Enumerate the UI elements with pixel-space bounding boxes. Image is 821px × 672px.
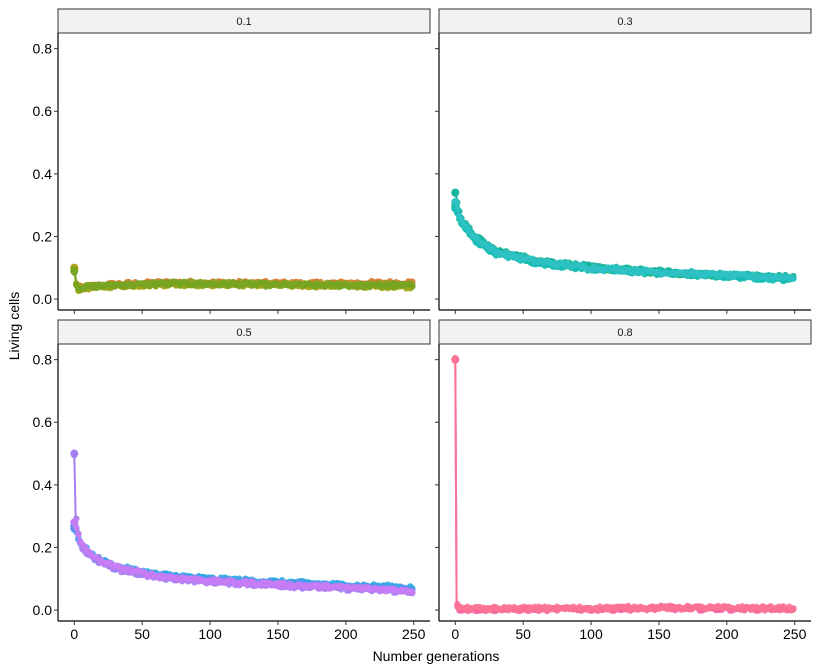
y-tick-label: 0.0 xyxy=(33,291,53,307)
facet-panel: 0.8 0 50 100 150 200 250 xyxy=(435,319,812,642)
facet-strip xyxy=(438,8,812,34)
facet-strip-label: 0.1 xyxy=(236,16,251,28)
series-line xyxy=(454,359,795,611)
start-point xyxy=(70,449,79,458)
y-tick-label: 0.8 xyxy=(33,352,53,368)
x-axis-title: Number generations xyxy=(373,648,500,664)
series-line xyxy=(454,201,795,279)
y-tick-label: 0.2 xyxy=(33,228,53,244)
series-line xyxy=(73,522,414,592)
x-tick-label: 0 xyxy=(70,626,78,642)
start-point xyxy=(451,355,460,364)
y-tick-label: 0.2 xyxy=(33,539,53,555)
y-tick-label: 0.6 xyxy=(33,414,53,430)
y-tick-label: 0.0 xyxy=(33,602,53,618)
x-tick-label: 150 xyxy=(647,626,671,642)
x-tick-label: 100 xyxy=(579,626,603,642)
series-line xyxy=(454,192,795,279)
facet-strip xyxy=(57,8,431,34)
start-point xyxy=(451,188,460,197)
panel-data xyxy=(451,354,797,615)
panel-data xyxy=(70,263,416,295)
x-tick-label: 200 xyxy=(715,626,739,642)
y-axis-title: Living cells xyxy=(6,292,22,360)
series-line xyxy=(454,359,795,610)
facet-panel: 0.1 0.0 0.2 0.4 0.6 0.8 xyxy=(33,8,431,314)
start-point xyxy=(70,266,79,275)
y-tick-label: 0.4 xyxy=(33,477,53,493)
x-tick-label: 250 xyxy=(402,626,426,642)
x-tick-label: 0 xyxy=(451,626,459,642)
y-tick-label: 0.6 xyxy=(33,103,53,119)
facet-strip xyxy=(57,319,431,345)
facet-strip-label: 0.8 xyxy=(617,327,632,339)
x-tick-label: 250 xyxy=(783,626,807,642)
panel-data xyxy=(451,188,797,285)
x-tick-label: 100 xyxy=(198,626,222,642)
x-tick-label: 200 xyxy=(334,626,358,642)
start-point xyxy=(70,518,79,527)
panels-layer: 0.10.00.20.40.60.80.30.50.00.20.40.60.80… xyxy=(33,8,812,642)
y-tick-label: 0.4 xyxy=(33,166,53,182)
x-tick-label: 50 xyxy=(134,626,150,642)
start-point xyxy=(451,198,460,207)
x-tick-label: 50 xyxy=(515,626,531,642)
facet-strip xyxy=(438,319,812,345)
facet-strip-label: 0.5 xyxy=(236,327,251,339)
x-tick-label: 150 xyxy=(266,626,290,642)
y-tick-label: 0.8 xyxy=(33,41,53,57)
facet-strip-label: 0.3 xyxy=(617,16,632,28)
series-line xyxy=(73,270,414,290)
facet-panel: 0.3 xyxy=(435,8,812,314)
facet-panel: 0.5 0.0 0.2 0.4 0.6 0.8 0 50 100 150 200 250 xyxy=(33,319,431,642)
panel-data xyxy=(70,449,416,597)
